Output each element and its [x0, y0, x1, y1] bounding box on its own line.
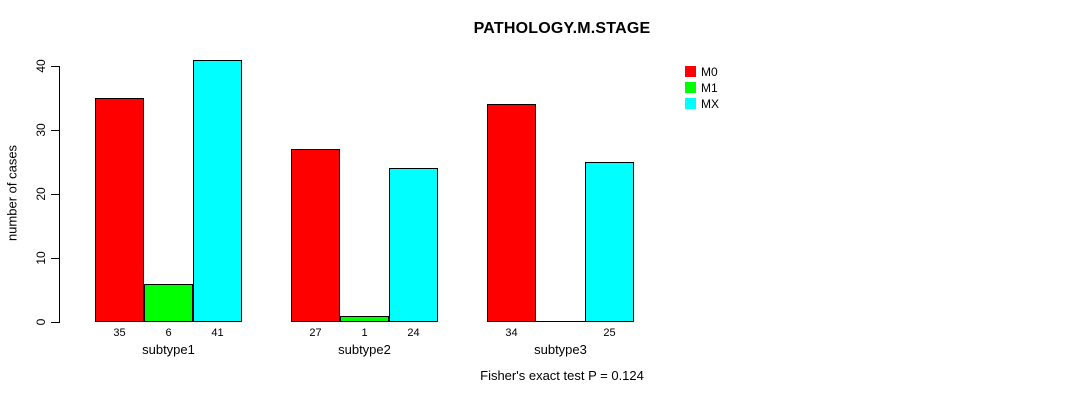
- bar-M1-subtype3-zero: [536, 321, 585, 322]
- group-label-subtype2: subtype2: [338, 342, 391, 357]
- legend-label: M0: [701, 64, 718, 79]
- bar-M0-subtype2: [291, 149, 340, 322]
- bar-M0-subtype1: [95, 98, 144, 322]
- legend-swatch-icon: [685, 98, 696, 109]
- bar-MX-subtype2: [389, 168, 438, 322]
- legend-swatch-icon: [685, 66, 696, 77]
- y-axis-tick: [51, 130, 60, 131]
- bar-M0-subtype3: [487, 104, 536, 322]
- legend-label: M1: [701, 80, 718, 95]
- legend-swatch-icon: [685, 82, 696, 93]
- legend-label: MX: [701, 96, 719, 111]
- y-axis-tick-label: 30: [34, 123, 48, 137]
- legend-item-M1: M1: [685, 80, 719, 95]
- legend-item-MX: MX: [685, 96, 719, 111]
- bar-value-label: 1: [361, 327, 368, 339]
- bar-MX-subtype3: [585, 162, 634, 322]
- y-axis-tick-label: 0: [34, 318, 48, 326]
- group-label-subtype1: subtype1: [142, 342, 195, 357]
- footnote: Fisher's exact test P = 0.124: [480, 368, 644, 383]
- bar-value-label: 6: [165, 327, 172, 339]
- bar-value-label: 24: [407, 327, 420, 339]
- y-axis-tick-label: 40: [34, 59, 48, 73]
- bar-value-label: 41: [211, 327, 224, 339]
- y-axis-tick: [51, 194, 60, 195]
- y-axis-tick: [51, 66, 60, 67]
- legend: M0 M1 MX: [685, 64, 719, 112]
- chart-title: PATHOLOGY.M.STAGE: [473, 20, 651, 37]
- bar-value-label: 27: [309, 327, 322, 339]
- bar-MX-subtype1: [193, 60, 242, 322]
- y-axis-title: number of cases: [4, 144, 20, 242]
- bar-value-label: 25: [603, 327, 616, 339]
- y-axis-tick: [51, 258, 60, 259]
- bar-M1-subtype1: [144, 284, 193, 322]
- group-label-subtype3: subtype3: [534, 342, 587, 357]
- bar-value-label: 34: [505, 327, 518, 339]
- legend-item-M0: M0: [685, 64, 719, 79]
- y-axis-tick-label: 20: [34, 187, 48, 201]
- y-axis-tick-label: 10: [34, 251, 48, 265]
- bar-M1-subtype2: [340, 316, 389, 322]
- y-axis-tick: [51, 322, 60, 323]
- bar-value-label: 35: [113, 327, 126, 339]
